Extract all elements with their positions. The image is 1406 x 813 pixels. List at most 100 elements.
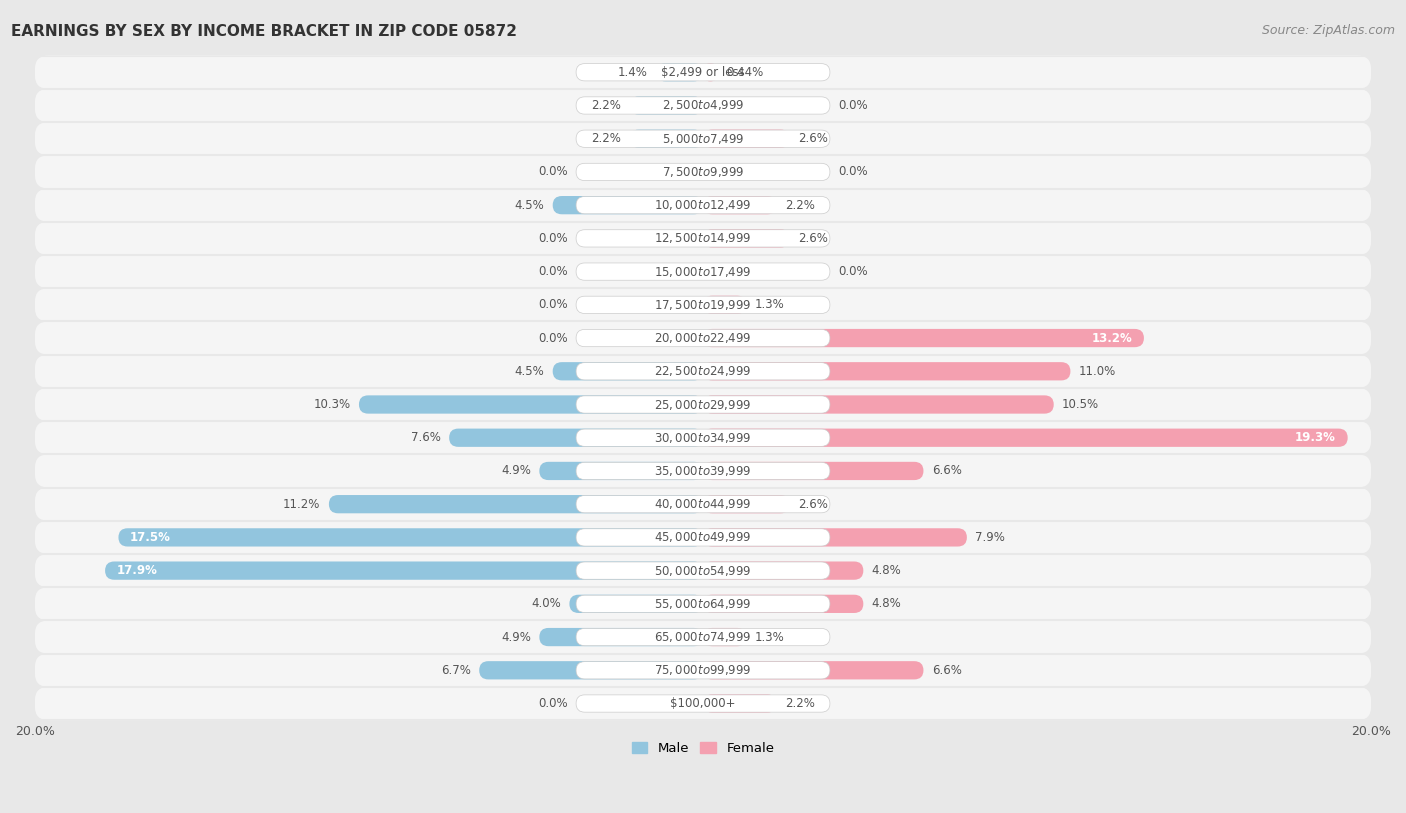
FancyBboxPatch shape (703, 229, 790, 247)
Text: 13.2%: 13.2% (1091, 332, 1132, 345)
Text: 0.0%: 0.0% (538, 232, 568, 245)
FancyBboxPatch shape (630, 129, 703, 148)
Text: 6.7%: 6.7% (441, 663, 471, 676)
FancyBboxPatch shape (540, 628, 703, 646)
FancyBboxPatch shape (35, 554, 1371, 587)
Text: 11.2%: 11.2% (283, 498, 321, 511)
FancyBboxPatch shape (703, 329, 1144, 347)
FancyBboxPatch shape (576, 429, 830, 446)
Text: 10.5%: 10.5% (1062, 398, 1099, 411)
Text: $40,000 to $44,999: $40,000 to $44,999 (654, 498, 752, 511)
FancyBboxPatch shape (35, 189, 1371, 222)
Text: 2.2%: 2.2% (785, 697, 814, 710)
Text: Source: ZipAtlas.com: Source: ZipAtlas.com (1261, 24, 1395, 37)
Text: 19.3%: 19.3% (1295, 431, 1336, 444)
Text: 0.0%: 0.0% (538, 165, 568, 178)
Text: $30,000 to $34,999: $30,000 to $34,999 (654, 431, 752, 445)
FancyBboxPatch shape (359, 395, 703, 414)
Text: $50,000 to $54,999: $50,000 to $54,999 (654, 563, 752, 577)
FancyBboxPatch shape (576, 329, 830, 346)
FancyBboxPatch shape (576, 230, 830, 247)
FancyBboxPatch shape (576, 197, 830, 214)
Text: 0.0%: 0.0% (538, 697, 568, 710)
FancyBboxPatch shape (35, 388, 1371, 421)
FancyBboxPatch shape (703, 528, 967, 546)
FancyBboxPatch shape (35, 654, 1371, 687)
Text: 0.0%: 0.0% (838, 165, 868, 178)
FancyBboxPatch shape (703, 628, 747, 646)
FancyBboxPatch shape (703, 495, 790, 513)
Text: 4.9%: 4.9% (501, 631, 531, 644)
FancyBboxPatch shape (703, 63, 717, 81)
Text: $75,000 to $99,999: $75,000 to $99,999 (654, 663, 752, 677)
FancyBboxPatch shape (576, 63, 830, 81)
Text: 0.44%: 0.44% (725, 66, 763, 79)
FancyBboxPatch shape (703, 129, 790, 148)
Text: 17.9%: 17.9% (117, 564, 157, 577)
FancyBboxPatch shape (35, 321, 1371, 354)
FancyBboxPatch shape (329, 495, 703, 513)
FancyBboxPatch shape (35, 55, 1371, 89)
Text: 0.0%: 0.0% (838, 99, 868, 112)
Text: 1.3%: 1.3% (755, 298, 785, 311)
Text: EARNINGS BY SEX BY INCOME BRACKET IN ZIP CODE 05872: EARNINGS BY SEX BY INCOME BRACKET IN ZIP… (11, 24, 517, 39)
FancyBboxPatch shape (576, 363, 830, 380)
Text: 4.5%: 4.5% (515, 198, 544, 211)
Text: 2.2%: 2.2% (592, 99, 621, 112)
FancyBboxPatch shape (35, 587, 1371, 620)
FancyBboxPatch shape (35, 155, 1371, 189)
Text: 4.8%: 4.8% (872, 564, 901, 577)
Text: $100,000+: $100,000+ (671, 697, 735, 710)
FancyBboxPatch shape (35, 421, 1371, 454)
FancyBboxPatch shape (35, 289, 1371, 321)
Text: $65,000 to $74,999: $65,000 to $74,999 (654, 630, 752, 644)
FancyBboxPatch shape (576, 595, 830, 612)
FancyBboxPatch shape (35, 488, 1371, 521)
Text: 11.0%: 11.0% (1078, 365, 1116, 378)
FancyBboxPatch shape (576, 263, 830, 280)
Text: 4.9%: 4.9% (501, 464, 531, 477)
FancyBboxPatch shape (576, 396, 830, 413)
FancyBboxPatch shape (35, 454, 1371, 488)
FancyBboxPatch shape (703, 462, 924, 480)
FancyBboxPatch shape (576, 528, 830, 546)
FancyBboxPatch shape (35, 222, 1371, 255)
Text: 6.6%: 6.6% (932, 464, 962, 477)
FancyBboxPatch shape (576, 463, 830, 480)
FancyBboxPatch shape (105, 562, 703, 580)
Text: $12,500 to $14,999: $12,500 to $14,999 (654, 232, 752, 246)
Text: 7.6%: 7.6% (411, 431, 441, 444)
Text: 2.2%: 2.2% (592, 133, 621, 146)
FancyBboxPatch shape (576, 130, 830, 147)
Text: 2.6%: 2.6% (799, 133, 828, 146)
FancyBboxPatch shape (576, 662, 830, 679)
FancyBboxPatch shape (703, 296, 747, 314)
Text: 6.6%: 6.6% (932, 663, 962, 676)
Text: 0.0%: 0.0% (538, 298, 568, 311)
Text: 4.5%: 4.5% (515, 365, 544, 378)
Text: $22,500 to $24,999: $22,500 to $24,999 (654, 364, 752, 378)
FancyBboxPatch shape (703, 562, 863, 580)
FancyBboxPatch shape (703, 362, 1070, 380)
Text: 2.6%: 2.6% (799, 232, 828, 245)
FancyBboxPatch shape (35, 521, 1371, 554)
FancyBboxPatch shape (540, 462, 703, 480)
FancyBboxPatch shape (35, 620, 1371, 654)
Legend: Male, Female: Male, Female (626, 737, 780, 760)
FancyBboxPatch shape (576, 97, 830, 114)
FancyBboxPatch shape (576, 296, 830, 314)
Text: 7.9%: 7.9% (976, 531, 1005, 544)
FancyBboxPatch shape (449, 428, 703, 447)
Text: 10.3%: 10.3% (314, 398, 350, 411)
Text: 0.0%: 0.0% (538, 332, 568, 345)
FancyBboxPatch shape (630, 97, 703, 115)
FancyBboxPatch shape (35, 122, 1371, 155)
Text: $45,000 to $49,999: $45,000 to $49,999 (654, 530, 752, 545)
FancyBboxPatch shape (703, 661, 924, 680)
FancyBboxPatch shape (553, 196, 703, 215)
Text: 2.6%: 2.6% (799, 498, 828, 511)
Text: $2,500 to $4,999: $2,500 to $4,999 (662, 98, 744, 112)
Text: 0.0%: 0.0% (838, 265, 868, 278)
Text: 0.0%: 0.0% (538, 265, 568, 278)
FancyBboxPatch shape (35, 255, 1371, 289)
